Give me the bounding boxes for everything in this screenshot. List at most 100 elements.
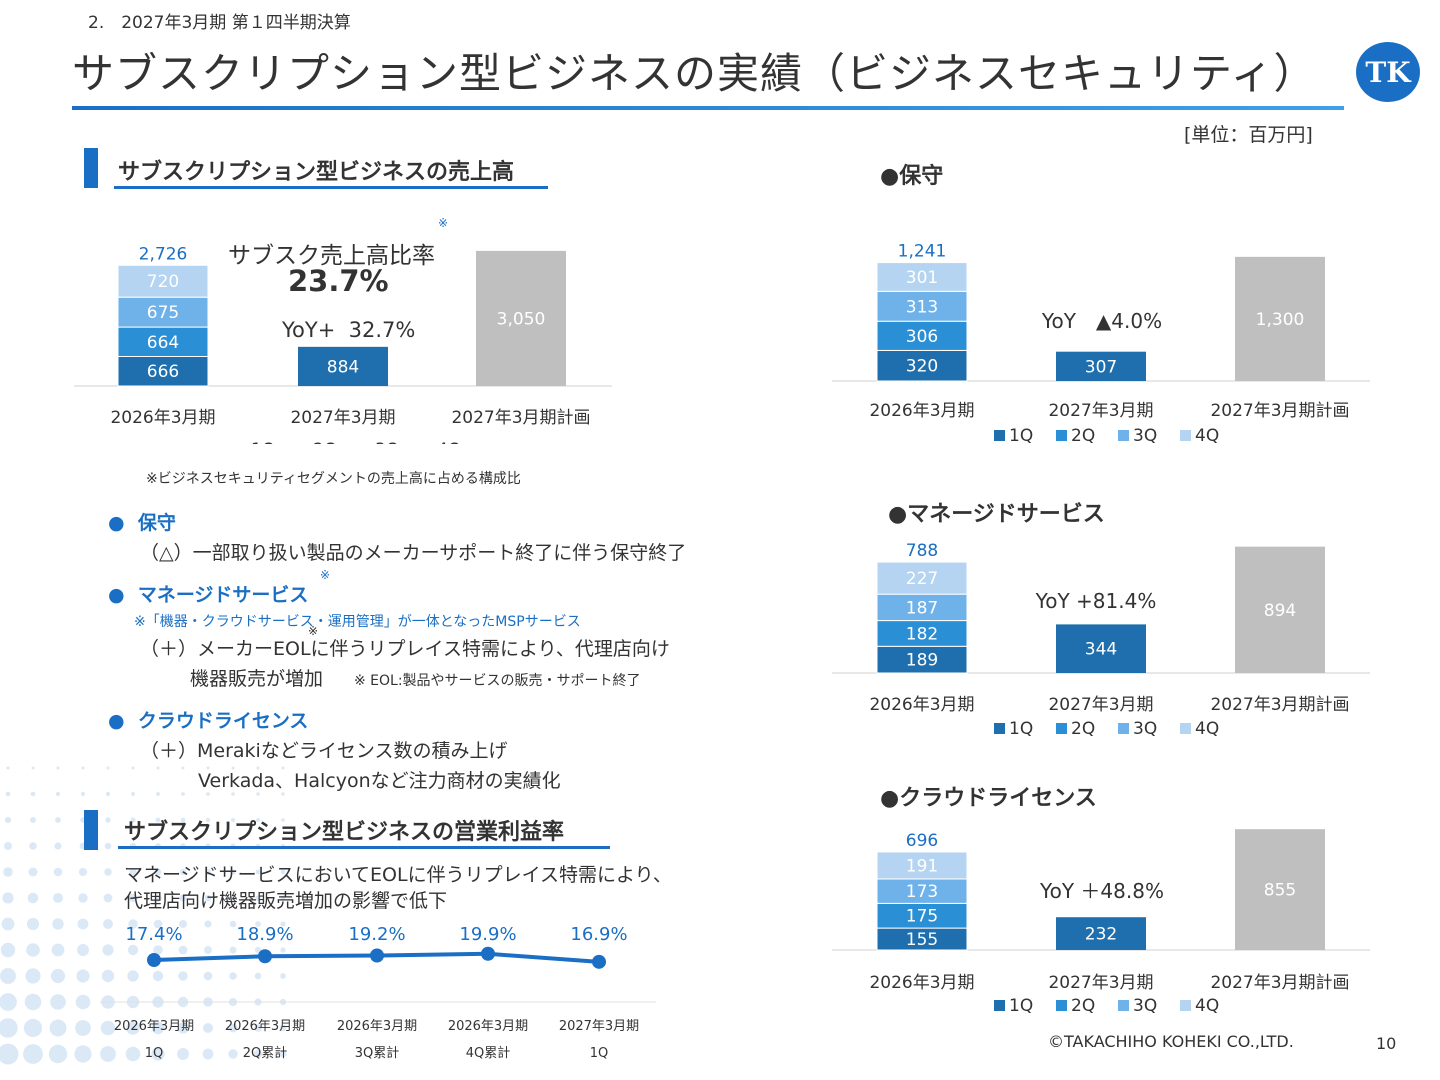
dot [100,1046,116,1062]
dot [151,1021,165,1035]
dot [75,1020,91,1036]
ratio-label: サブスク売上高比率 [228,243,435,269]
dot [280,869,286,875]
maintenance-chart: 320 306 313 301 1,241 307 1,300 YoY ▲4.0% 2026年3… [832,242,1370,446]
legend-label: 3Q [375,440,399,444]
plan-bar [1235,256,1325,381]
category-label: 2027年3月期計画 [1210,973,1349,993]
dot [229,946,237,954]
margin-desc-1: マネージドサービスにおいてEOLに伴うリプレイス特需により、 [124,864,672,886]
margin-category-label: 2026年3月期 [225,1019,305,1034]
bar-segment [876,349,968,382]
dot [130,817,136,823]
legend-swatch [1180,1000,1191,1011]
dot [281,766,285,770]
bullet-cloud-text-1: （＋）Merakiなどライセンス数の積み上げ [140,740,508,762]
margin-category-label: 2026年3月期 [114,1019,194,1034]
bar-segment-label: 720 [147,272,179,292]
dot [127,944,139,956]
section-label: 2. 2027年3月期 第１四半期決算 [88,13,351,33]
dot [105,817,111,823]
bar-segment-label: 173 [906,882,938,902]
maintenance-heading: ●保守 [880,164,944,189]
legend-label: 3Q [1133,426,1157,446]
dot [231,792,235,796]
legend-label: 2Q [1071,426,1095,446]
bullet-cloud-title: クラウドライセンス [137,710,309,732]
dot [80,791,86,797]
stack-total-label: 788 [906,541,938,561]
dot [177,1048,189,1060]
stack-total-label: 2,726 [139,244,188,264]
category-label: 2026年3月期 [869,401,974,421]
category-label: 2027年3月期 [1048,973,1153,993]
bar-segment [876,262,968,292]
dot [178,945,188,955]
bar-segment [876,320,968,351]
category-label: 2027年3月期 [1048,695,1153,715]
dot [254,972,262,980]
margin-value-label: 19.9% [459,924,516,945]
dot [50,994,66,1010]
dot [154,868,162,876]
dot [0,1043,19,1065]
bullet-cloud-text-2: Verkada、Halcyonなど注力商材の実績化 [198,770,561,792]
dot [254,1024,262,1032]
dot [27,892,39,904]
legend-swatch [1180,430,1191,441]
bar-segment-label: 191 [906,856,938,876]
legend-label: 2Q [1071,719,1095,739]
dot [255,921,261,927]
dot [102,944,114,956]
eol-note: ※ EOL:製品やサービスの販売・サポート終了 [354,673,641,689]
dot [178,971,188,981]
dot [204,894,212,902]
margin-point [481,946,495,961]
dot [230,869,236,875]
dot [77,918,89,930]
dot [177,1022,189,1034]
dot [203,1023,213,1033]
margin-point [592,954,606,969]
bullet-managed-title: マネージドサービス [137,584,309,606]
margin-value-label: 17.4% [125,924,182,945]
actual-bar [298,346,388,386]
legend-label: 4Q [1195,426,1219,446]
company-logo: TK [1356,42,1420,102]
bullet-cloud: ● クラウドライセンス [108,710,309,732]
dot [230,817,236,823]
dot [181,766,185,770]
dot [279,1024,287,1032]
dot [280,921,286,927]
bar-segment [876,645,968,674]
margin-value-label: 18.9% [236,924,293,945]
dot [0,993,17,1011]
legend-swatch [1056,430,1067,441]
bar-segment [876,561,968,595]
category-label: 2027年3月期計画 [451,408,590,428]
bar-segment [117,296,209,328]
dot [280,973,286,979]
actual-bar [1056,351,1146,381]
dot [104,868,112,876]
margin-category-sublabel: 1Q [145,1046,164,1061]
actual-bar-label: 232 [1085,925,1117,945]
dot [255,895,261,901]
bar-segment-label: 306 [906,327,938,347]
sales-yoy: YoY+ 32.7% [282,318,416,342]
legend-swatch [1056,723,1067,734]
dot [26,917,40,931]
category-label: 2026年3月期 [869,973,974,993]
legend-swatch [994,723,1005,734]
bar-segment-label: 227 [906,569,938,589]
unit-label: [単位：百万円] [1184,124,1313,146]
category-label: 2026年3月期 [110,408,215,428]
bullet-maintenance: ● 保守 [108,512,176,534]
dot [204,920,212,928]
bar-segment [876,593,968,622]
margin-point [258,949,272,964]
legend-label: 4Q [437,440,461,444]
dot [49,1019,67,1037]
dot [280,895,286,901]
yoy-label: YoY +81.4% [1035,589,1157,613]
